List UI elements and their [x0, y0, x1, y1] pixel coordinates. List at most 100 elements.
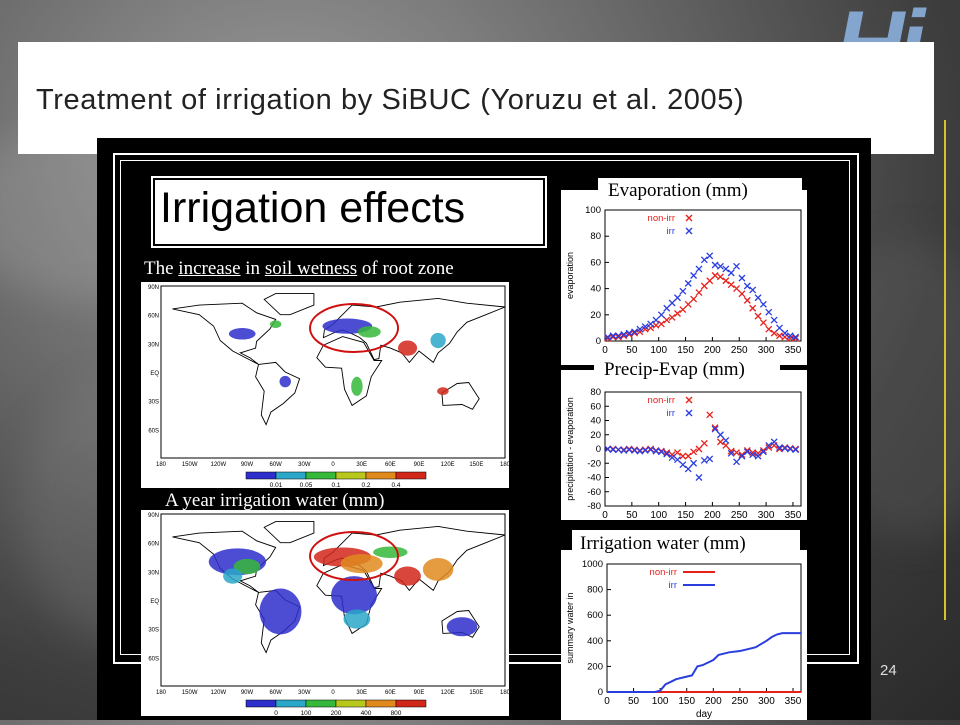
coastline-south-america: [255, 361, 301, 426]
data-point-irr: [690, 272, 698, 279]
lon-label: 120E: [441, 690, 455, 696]
data-point-irr: [631, 328, 638, 336]
data-point-irr: [641, 323, 649, 331]
data-point-irr: [636, 447, 644, 455]
y-tick-label: -20: [587, 458, 601, 469]
plot-area: [604, 209, 802, 342]
lon-label: 60W: [269, 462, 282, 468]
data-point-non-irr: [792, 334, 800, 342]
data-point-irr: [652, 447, 660, 455]
data-point-non-irr: [786, 334, 794, 342]
data-point-irr: [684, 465, 692, 473]
data-point-non-irr: [711, 272, 719, 279]
lon-label: 180: [500, 462, 509, 468]
colorbar-tick: 0.01: [270, 482, 283, 488]
y-tick-label: 60: [590, 257, 601, 268]
legend-label: irr: [667, 408, 675, 419]
data-point-non-irr: [684, 452, 692, 460]
data-point-irr: [620, 446, 628, 454]
data-point-non-irr: [743, 296, 751, 304]
data-point-irr: [647, 320, 655, 328]
data-point-irr: [743, 448, 751, 456]
lat-label: 60N: [148, 314, 159, 320]
legend-marker: [685, 409, 693, 417]
lon-label: 30E: [356, 462, 367, 468]
highlight-circle: [309, 531, 400, 582]
data-point-non-irr: [765, 325, 773, 333]
irrigation-patch: [446, 617, 478, 637]
data-point-non-irr: [727, 447, 735, 455]
irrigation-patch: [357, 326, 381, 338]
data-point-irr: [759, 448, 767, 456]
lon-label: 90E: [414, 690, 425, 696]
data-point-non-irr: [727, 281, 735, 289]
data-point-non-irr: [668, 313, 676, 321]
irrigation-patch: [223, 568, 243, 584]
data-point-irr: [733, 458, 741, 466]
x-tick-label: 200: [704, 510, 721, 520]
data-point-irr: [674, 456, 681, 464]
irrigation-patch: [269, 320, 282, 329]
data-point-irr: [727, 269, 735, 277]
legend-label: irr: [667, 226, 675, 237]
lat-label: 30S: [148, 628, 159, 634]
data-point-irr: [727, 449, 735, 457]
irrigation-patch: [394, 566, 421, 586]
chart-title-evaporation: Evaporation (mm): [608, 180, 748, 201]
x-tick-label: 100: [652, 696, 669, 707]
x-tick-label: 100: [650, 345, 667, 356]
irrigation-patch: [233, 558, 261, 575]
data-point-irr: [614, 446, 622, 454]
data-point-irr: [754, 294, 762, 302]
y-tick-label: 80: [590, 231, 601, 242]
data-point-irr: [792, 446, 800, 454]
data-point-irr: [749, 286, 757, 294]
data-point-non-irr: [770, 329, 778, 337]
data-point-non-irr: [663, 316, 671, 324]
data-point-non-irr: [625, 330, 633, 338]
coastline-greenland: [263, 521, 315, 544]
colorbar-segment: [305, 471, 337, 480]
lat-label: 60S: [148, 428, 159, 434]
data-point-irr: [711, 425, 719, 433]
soil-wetness-map: 90N 60N 30N EQ 30S 60S 180 150W 120W 90W 60W 30W 0 30…: [141, 282, 511, 489]
colorbar-tick: 0.2: [361, 482, 370, 488]
data-point-non-irr: [765, 444, 773, 452]
data-point-non-irr: [743, 446, 751, 454]
irrigation-patch: [437, 387, 449, 395]
x-tick-label: 100: [650, 510, 667, 520]
x-tick-label: 250: [732, 696, 749, 707]
data-point-non-irr: [695, 289, 703, 296]
colorbar-tick: 0.1: [331, 482, 340, 488]
colorbar-segment: [275, 699, 307, 708]
data-point-irr: [706, 455, 714, 463]
coastline-australia: [441, 382, 480, 410]
data-point-non-irr: [749, 304, 757, 312]
data-point-non-irr: [754, 312, 762, 320]
x-tick-label: 0: [604, 696, 610, 707]
data-point-non-irr: [679, 452, 687, 460]
colorbar-tick: 400: [361, 710, 372, 716]
lat-label: 90N: [148, 285, 159, 291]
data-point-non-irr: [690, 448, 698, 456]
data-point-non-irr: [711, 424, 719, 432]
data-point-irr: [738, 452, 746, 460]
highlight-circle: [309, 303, 400, 354]
map2-caption: A year irrigation water (mm): [165, 490, 385, 511]
lat-label: EQ: [150, 371, 159, 377]
data-point-irr: [738, 274, 746, 282]
data-point-non-irr: [631, 329, 638, 337]
x-tick-label: 50: [626, 510, 638, 520]
data-point-non-irr: [663, 449, 671, 457]
x-tick-label: 350: [785, 345, 802, 356]
lat-label: 90N: [148, 513, 159, 519]
evaporation-chart: 0 50 100 150 200 250 300 350 0 20 40 60 80 100 evapora…: [561, 190, 807, 365]
lon-label: 180: [156, 462, 167, 468]
data-point-non-irr: [738, 290, 746, 298]
lon-label: 150W: [182, 462, 198, 468]
lat-label: 60S: [148, 656, 159, 662]
series-line-irr: [607, 632, 801, 693]
data-point-irr: [706, 252, 714, 260]
lon-label: 150W: [182, 690, 198, 696]
precip-evap-chart: 0 50 100 150 200 250 300 350 -80 -60 -40 -20 0 20 40 60…: [561, 370, 807, 521]
